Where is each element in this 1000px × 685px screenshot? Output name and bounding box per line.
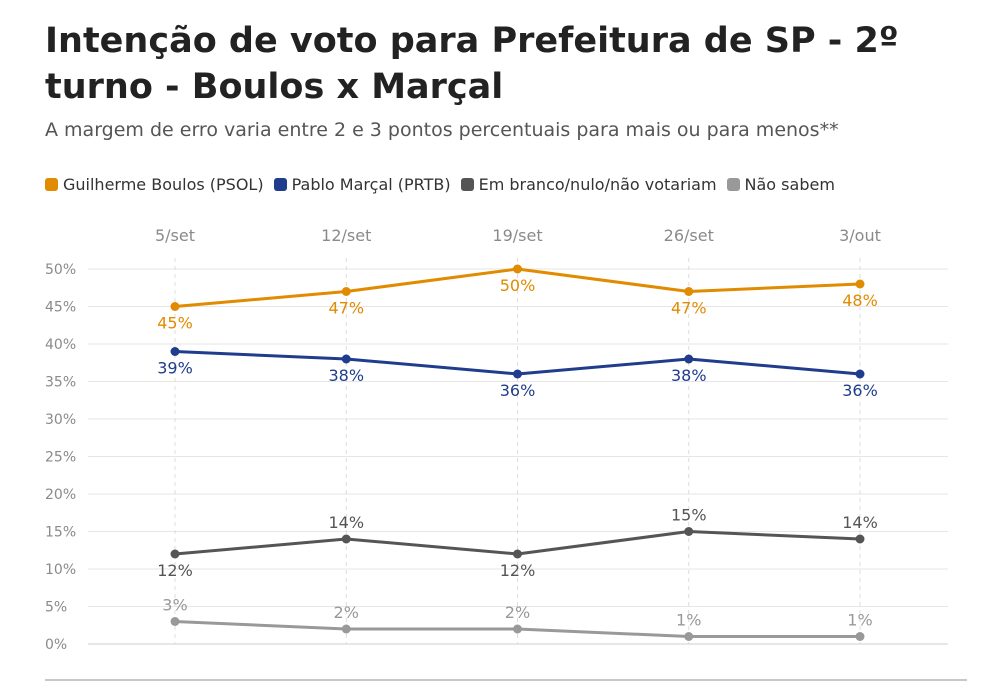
legend-swatch-boulos [45,178,58,191]
data-label-nao-sabem: 2% [334,603,359,622]
data-point-marcal [513,369,522,379]
bottom-divider [45,679,967,681]
data-point-marcal [855,369,865,379]
legend-label-branco-nulo: Em branco/nulo/não votariam [478,175,717,194]
data-label-boulos: 45% [157,314,193,333]
y-tick-label: 10% [45,562,76,578]
legend-swatch-branco-nulo [460,178,474,191]
data-label-marcal: 36% [842,381,878,400]
x-tick-label: 26/set [664,226,714,245]
data-point-boulos [513,264,522,274]
data-point-nao-sabem [513,624,522,634]
data-label-boulos: 47% [671,299,707,318]
data-label-branco-nulo: 14% [842,513,878,532]
data-point-nao-sabem [855,632,865,641]
y-tick-label: 40% [45,337,76,353]
data-label-marcal: 38% [671,366,707,385]
data-point-boulos [170,302,180,311]
data-point-nao-sabem [684,632,694,641]
data-label-boulos: 50% [500,276,536,295]
data-point-marcal [170,347,180,356]
data-point-branco-nulo [341,534,351,544]
data-point-marcal [341,354,351,364]
data-point-branco-nulo [684,527,694,536]
data-label-branco-nulo: 15% [671,506,707,525]
legend-swatch-marcal [273,178,287,191]
legend-item-boulos[interactable]: Guilherme Boulos (PSOL) [45,175,264,194]
y-tick-label: 0% [45,637,67,653]
data-label-nao-sabem: 3% [162,596,187,615]
data-point-marcal [684,354,694,364]
data-label-branco-nulo: 14% [328,513,364,532]
legend-label-marcal: Pablo Marçal (PRTB) [291,175,451,194]
data-label-marcal: 38% [328,366,364,385]
x-tick-label: 12/set [321,226,371,245]
y-tick-label: 50% [45,262,76,278]
legend: Guilherme Boulos (PSOL) Pablo Marçal (PR… [45,175,845,194]
data-label-marcal: 36% [500,381,536,400]
chart-subtitle: A margem de erro varia entre 2 e 3 ponto… [45,119,839,141]
data-label-boulos: 48% [842,291,878,310]
data-label-branco-nulo: 12% [500,561,536,580]
y-tick-label: 35% [45,375,76,391]
x-tick-label: 5/set [155,226,195,245]
data-point-boulos [341,287,351,296]
legend-swatch-nao-sabem [726,178,740,191]
legend-label-boulos: Guilherme Boulos (PSOL) [63,175,264,194]
data-label-marcal: 39% [157,359,193,378]
y-tick-label: 30% [45,412,76,428]
data-label-branco-nulo: 12% [157,561,193,580]
data-label-nao-sabem: 1% [847,611,872,630]
data-label-nao-sabem: 1% [676,611,701,630]
x-tick-label: 19/set [492,226,542,245]
data-point-branco-nulo [513,549,522,559]
x-tick-label: 3/out [839,226,881,245]
data-point-branco-nulo [170,549,180,559]
y-tick-label: 25% [45,450,76,466]
data-point-branco-nulo [855,534,865,544]
data-point-boulos [855,279,865,289]
y-tick-label: 5% [45,600,67,616]
legend-item-branco-nulo[interactable]: Em branco/nulo/não votariam [460,175,717,194]
y-tick-label: 15% [45,525,76,541]
data-point-boulos [684,287,694,296]
legend-item-marcal[interactable]: Pablo Marçal (PRTB) [273,175,451,194]
chart-title: Intenção de voto para Prefeitura de SP -… [45,21,899,107]
data-label-nao-sabem: 2% [505,603,530,622]
y-tick-label: 20% [45,487,76,503]
y-tick-label: 45% [45,300,76,316]
data-label-boulos: 47% [328,299,364,318]
legend-item-nao-sabem[interactable]: Não sabem [726,175,835,194]
data-point-nao-sabem [341,624,351,634]
legend-label-nao-sabem: Não sabem [744,175,835,194]
data-point-nao-sabem [170,617,180,626]
